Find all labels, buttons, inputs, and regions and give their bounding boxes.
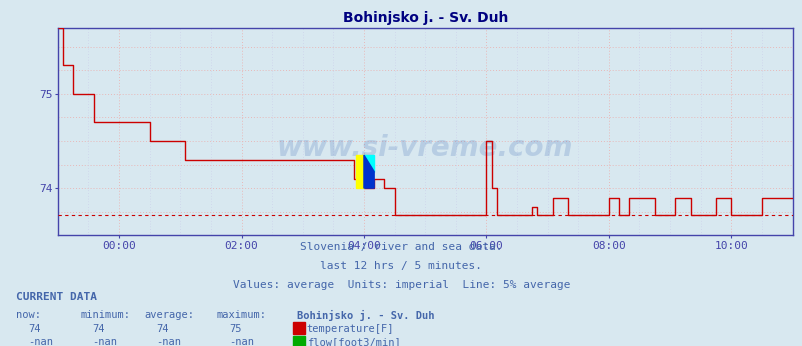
Text: 74: 74 xyxy=(28,324,41,334)
Text: now:: now: xyxy=(16,310,41,320)
Text: Bohinjsko j. - Sv. Duh: Bohinjsko j. - Sv. Duh xyxy=(297,310,434,321)
Polygon shape xyxy=(363,155,374,188)
Text: minimum:: minimum: xyxy=(80,310,130,320)
Polygon shape xyxy=(363,155,374,172)
Text: 74: 74 xyxy=(156,324,169,334)
Text: flow[foot3/min]: flow[foot3/min] xyxy=(306,337,400,346)
Text: Slovenia / river and sea data.: Slovenia / river and sea data. xyxy=(300,242,502,252)
Text: average:: average: xyxy=(144,310,194,320)
Text: Values: average  Units: imperial  Line: 5% average: Values: average Units: imperial Line: 5%… xyxy=(233,280,569,290)
Text: last 12 hrs / 5 minutes.: last 12 hrs / 5 minutes. xyxy=(320,261,482,271)
Text: -nan: -nan xyxy=(28,337,53,346)
Text: 74: 74 xyxy=(92,324,105,334)
Title: Bohinjsko j. - Sv. Duh: Bohinjsko j. - Sv. Duh xyxy=(342,11,507,25)
Text: temperature[F]: temperature[F] xyxy=(306,324,394,334)
Text: -nan: -nan xyxy=(92,337,117,346)
Text: -nan: -nan xyxy=(229,337,253,346)
Text: www.si-vreme.com: www.si-vreme.com xyxy=(277,134,573,162)
Text: maximum:: maximum: xyxy=(217,310,266,320)
Text: 75: 75 xyxy=(229,324,241,334)
Text: CURRENT DATA: CURRENT DATA xyxy=(16,292,97,302)
Text: -nan: -nan xyxy=(156,337,181,346)
Polygon shape xyxy=(356,155,363,188)
